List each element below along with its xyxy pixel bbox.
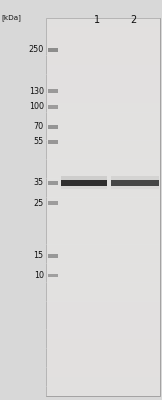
Bar <box>48 105 58 108</box>
Bar <box>46 103 160 112</box>
Bar <box>46 348 160 358</box>
Bar <box>46 18 160 396</box>
Bar <box>61 176 107 180</box>
Bar <box>46 131 160 141</box>
Bar <box>46 112 160 122</box>
Bar <box>46 254 160 264</box>
Bar <box>111 180 159 186</box>
Text: 2: 2 <box>131 15 137 25</box>
Bar <box>111 186 159 189</box>
Bar <box>46 169 160 179</box>
Bar <box>46 178 160 188</box>
Bar <box>48 125 58 128</box>
Bar <box>46 56 160 65</box>
Bar <box>61 186 107 189</box>
Bar <box>48 274 58 277</box>
Bar <box>46 367 160 377</box>
Text: 1: 1 <box>94 15 100 25</box>
Bar <box>111 176 159 180</box>
Bar <box>46 140 160 150</box>
Bar <box>48 140 58 144</box>
Bar <box>46 263 160 273</box>
Bar <box>61 180 107 186</box>
Bar <box>46 226 160 235</box>
Text: 25: 25 <box>34 199 44 208</box>
Bar <box>46 310 160 320</box>
Text: 55: 55 <box>34 138 44 146</box>
Text: 70: 70 <box>34 122 44 131</box>
Bar <box>46 377 160 386</box>
Bar <box>46 244 160 254</box>
Bar <box>46 235 160 245</box>
Text: 130: 130 <box>29 87 44 96</box>
Text: 35: 35 <box>34 178 44 187</box>
Bar <box>48 48 58 52</box>
Bar <box>46 358 160 368</box>
Bar <box>48 254 58 258</box>
Bar <box>46 36 160 46</box>
Bar <box>48 180 58 185</box>
Bar <box>46 150 160 160</box>
Bar <box>46 320 160 330</box>
Bar <box>46 216 160 226</box>
Text: 250: 250 <box>29 46 44 54</box>
Bar <box>46 18 160 28</box>
Bar <box>46 301 160 311</box>
Bar <box>48 202 58 205</box>
Bar <box>46 197 160 207</box>
Bar <box>46 65 160 75</box>
Bar <box>46 74 160 84</box>
Bar <box>46 273 160 282</box>
Text: 15: 15 <box>34 252 44 260</box>
Bar <box>46 339 160 349</box>
Bar <box>46 330 160 339</box>
Text: 10: 10 <box>34 271 44 280</box>
Bar <box>46 27 160 37</box>
Bar <box>48 89 58 93</box>
Bar <box>46 282 160 292</box>
Bar <box>46 386 160 396</box>
Bar <box>46 292 160 302</box>
Bar <box>46 84 160 94</box>
Bar <box>46 159 160 169</box>
Bar <box>46 46 160 56</box>
Text: [kDa]: [kDa] <box>2 14 22 21</box>
Bar <box>46 188 160 198</box>
Bar <box>46 207 160 216</box>
Bar <box>46 122 160 131</box>
Text: 100: 100 <box>29 102 44 111</box>
Bar <box>46 93 160 103</box>
